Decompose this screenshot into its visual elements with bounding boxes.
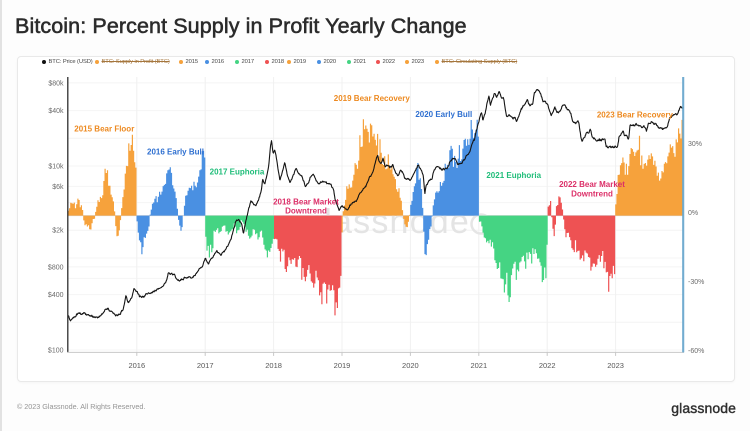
svg-text:2019: 2019: [334, 361, 351, 370]
svg-text:30%: 30%: [688, 141, 702, 148]
svg-text:Downtrend: Downtrend: [571, 190, 613, 199]
svg-text:0%: 0%: [688, 210, 698, 217]
svg-text:$10k: $10k: [48, 163, 64, 170]
svg-text:Downtrend: Downtrend: [285, 207, 327, 216]
svg-text:2022: 2022: [539, 361, 556, 370]
svg-text:$80k: $80k: [48, 80, 64, 87]
svg-text:2017: 2017: [197, 361, 214, 370]
svg-text:$800: $800: [48, 264, 64, 271]
svg-text:2021 Euphoria: 2021 Euphoria: [486, 171, 541, 180]
svg-text:$40k: $40k: [48, 108, 64, 115]
svg-text:$2k: $2k: [52, 228, 64, 235]
svg-text:2016 Early Bull: 2016 Early Bull: [147, 147, 204, 156]
svg-text:2017 Euphoria: 2017 Euphoria: [210, 167, 265, 176]
svg-text:$400: $400: [48, 292, 64, 299]
svg-text:$6k: $6k: [52, 184, 64, 191]
svg-text:2020 Early Bull: 2020 Early Bull: [415, 110, 472, 119]
svg-text:2020: 2020: [402, 361, 419, 370]
svg-text:-60%: -60%: [688, 348, 704, 355]
svg-text:2022 Bear Market: 2022 Bear Market: [559, 180, 625, 189]
svg-text:2023: 2023: [607, 361, 624, 370]
svg-text:2018 Bear Market: 2018 Bear Market: [273, 197, 339, 206]
svg-text:2018: 2018: [265, 361, 282, 370]
svg-text:2016: 2016: [128, 361, 145, 370]
svg-text:$100: $100: [48, 347, 64, 354]
svg-text:2021: 2021: [470, 361, 487, 370]
svg-text:2019 Bear Recovery: 2019 Bear Recovery: [334, 94, 411, 103]
svg-text:2015 Bear Floor: 2015 Bear Floor: [74, 124, 134, 133]
svg-text:2023 Bear Recovery: 2023 Bear Recovery: [597, 111, 674, 120]
svg-text:-30%: -30%: [688, 279, 704, 286]
